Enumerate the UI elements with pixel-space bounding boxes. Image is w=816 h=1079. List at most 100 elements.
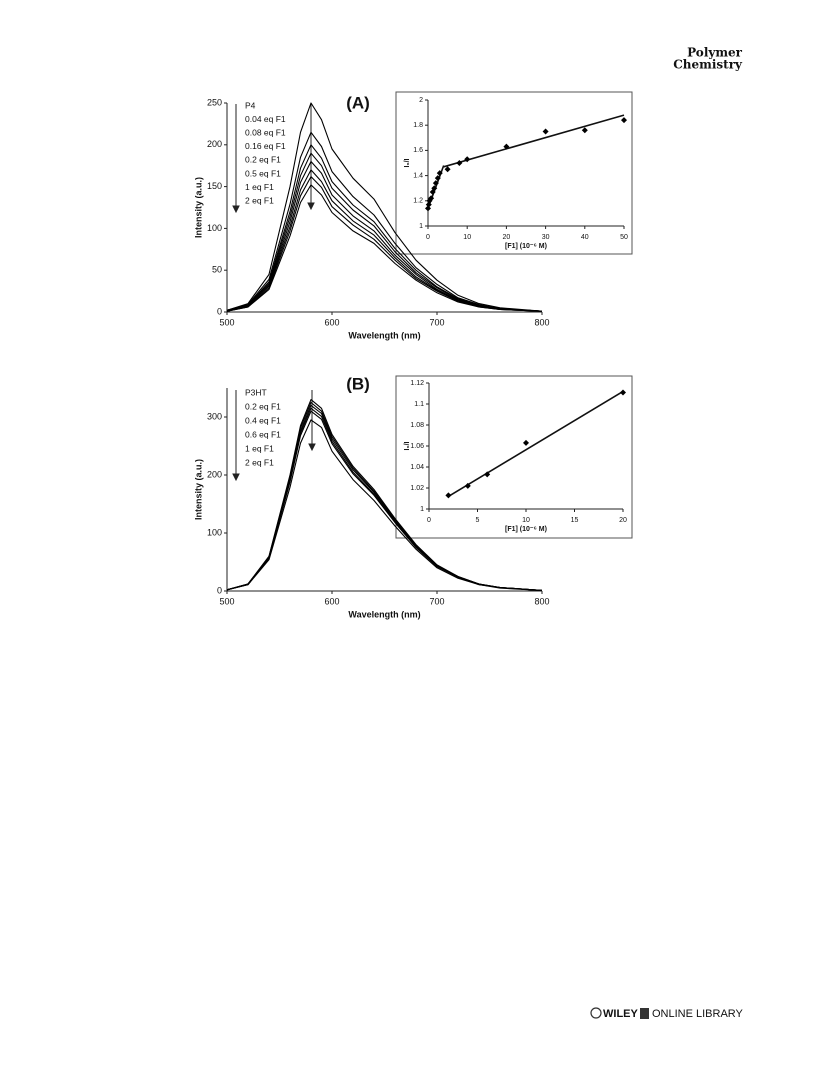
y-tick-label: 300 — [207, 411, 222, 421]
x-tick-label: 600 — [324, 317, 339, 327]
legend-label: 1 eq F1 — [245, 443, 274, 453]
x-tick-label: 50 — [620, 234, 628, 241]
x-tick-label: 20 — [619, 517, 627, 524]
y-axis-label: I₀/I — [404, 441, 411, 450]
legend-label: 0.5 eq F1 — [245, 168, 281, 178]
data-point — [621, 117, 627, 124]
spectrum-line — [226, 102, 543, 312]
x-tick-label: 30 — [542, 234, 550, 241]
y-tick-label: 1.2 — [413, 198, 423, 205]
spectrum-line — [226, 184, 543, 312]
spectrum-line — [226, 410, 543, 591]
inset-frame — [395, 375, 633, 539]
footer-logo: WILEY ONLINE LIBRARY — [590, 1007, 744, 1020]
legend-label: P3HT — [245, 387, 267, 397]
y-tick-label: 1 — [419, 223, 423, 230]
x-tick-label: 0 — [427, 517, 431, 524]
y-tick-label: 1.4 — [413, 172, 423, 179]
x-tick-label: 40 — [581, 234, 589, 241]
x-tick-label: 500 — [219, 317, 234, 327]
legend-label: 0.04 eq F1 — [245, 114, 286, 124]
y-tick-label: 0 — [217, 585, 222, 595]
data-point — [542, 128, 549, 135]
data-point — [436, 170, 443, 177]
x-axis-label: Wavelength (nm) — [348, 609, 420, 619]
x-tick-label: 5 — [476, 517, 480, 524]
fit-line — [447, 390, 624, 498]
y-tick-label: 1.1 — [414, 401, 424, 408]
y-axis-label: I₀/I — [404, 158, 411, 167]
library: ONLINE LIBRARY — [652, 1008, 744, 1020]
spectrum-line — [226, 169, 543, 312]
spectrum-line — [226, 131, 543, 312]
y-tick-label: 150 — [207, 181, 222, 191]
y-tick-label: 50 — [212, 265, 222, 275]
spectrum-line — [226, 419, 543, 591]
y-tick-label: 1 — [420, 506, 424, 513]
x-tick-label: 15 — [571, 517, 579, 524]
x-tick-label: 700 — [429, 317, 444, 327]
legend-label: 0.4 eq F1 — [245, 415, 281, 425]
y-tick-label: 1.08 — [410, 422, 424, 429]
data-point — [464, 156, 471, 163]
fit-line — [443, 114, 625, 168]
data-point — [432, 180, 439, 187]
journal-name: Chemistry — [673, 58, 743, 72]
y-tick-label: 250 — [207, 97, 222, 107]
y-tick-label: 1.12 — [410, 380, 424, 387]
spectrum-line — [226, 176, 543, 312]
data-point — [456, 160, 463, 166]
x-axis-label: [F1] (10⁻⁶ M) — [505, 243, 547, 250]
legend-label: 0.2 eq F1 — [245, 155, 281, 165]
x-tick-label: 800 — [534, 596, 549, 606]
x-tick-label: 10 — [522, 517, 530, 524]
data-point — [444, 166, 451, 173]
y-tick-label: 1.8 — [413, 122, 423, 129]
x-tick-label: 500 — [219, 596, 234, 606]
legend-label: 0.6 eq F1 — [245, 429, 281, 439]
data-point — [503, 143, 510, 150]
y-tick-label: 200 — [207, 469, 222, 479]
inset-frame — [395, 91, 633, 255]
y-tick-label: 1.6 — [413, 147, 423, 154]
y-axis-label: Intensity (a.u.) — [193, 177, 203, 238]
data-point — [464, 482, 471, 489]
spectrum-line — [226, 152, 543, 312]
x-tick-label: 10 — [463, 234, 471, 241]
legend-label: 0.2 eq F1 — [245, 401, 281, 411]
data-point — [445, 492, 452, 499]
x-tick-label: 20 — [503, 234, 511, 241]
x-tick-label: 0 — [426, 234, 430, 241]
legend-label: 0.16 eq F1 — [245, 141, 286, 151]
data-point — [431, 185, 438, 192]
data-point — [620, 389, 626, 396]
data-point — [484, 471, 491, 478]
chart-title: (A) — [346, 93, 370, 112]
y-tick-label: 200 — [207, 139, 222, 149]
spectrum-line — [226, 144, 543, 312]
legend-label: P4 — [245, 100, 256, 110]
spectrum-line — [226, 399, 543, 591]
legend-label: 2 eq F1 — [245, 457, 274, 467]
data-point — [428, 195, 435, 202]
spectrum-line — [226, 160, 543, 312]
y-axis-label: Intensity (a.u.) — [193, 459, 203, 520]
y-tick-label: 1.06 — [410, 443, 424, 450]
publisher: WILEY — [603, 1008, 638, 1020]
x-axis-label: [F1] (10⁻⁶ M) — [505, 526, 547, 533]
journal-name: Polymer — [687, 46, 743, 60]
x-tick-label: 700 — [429, 596, 444, 606]
data-point — [523, 439, 529, 446]
y-tick-label: 100 — [207, 223, 222, 233]
x-tick-label: 600 — [324, 596, 339, 606]
legend-label: 2 eq F1 — [245, 195, 274, 205]
y-tick-label: 0 — [217, 306, 222, 316]
x-axis-label: Wavelength (nm) — [348, 330, 420, 340]
arrow — [232, 103, 316, 482]
legend-label: 1 eq F1 — [245, 182, 274, 192]
x-tick-label: 800 — [534, 317, 549, 327]
y-tick-label: 2 — [419, 97, 423, 104]
y-tick-label: 1.02 — [410, 485, 424, 492]
